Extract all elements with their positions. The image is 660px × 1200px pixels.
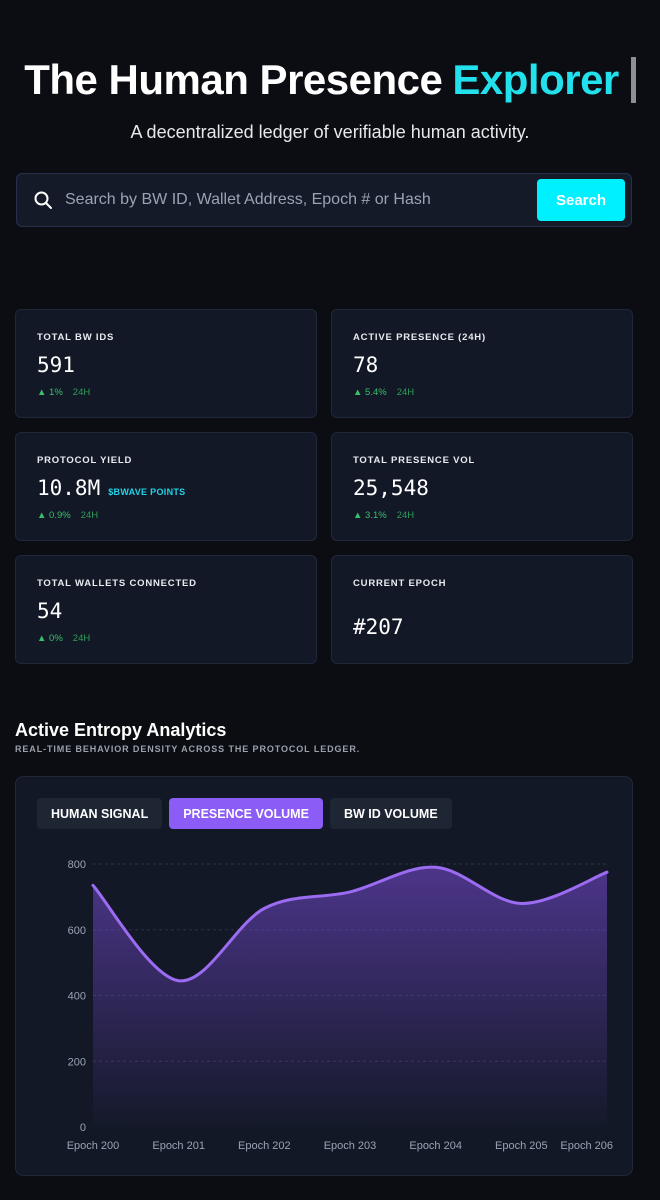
chart-tabs: HUMAN SIGNAL PRESENCE VOLUME BW ID VOLUM… (37, 798, 452, 829)
stat-number: 591 (37, 353, 75, 377)
analytics-title: Active Entropy Analytics (15, 720, 227, 740)
stat-card-active-presence: ACTIVE PRESENCE (24H) 78 ▲ 5.4% 24H (331, 309, 633, 418)
stat-card-total-wallets: TOTAL WALLETS CONNECTED 54 ▲ 0% 24H (15, 555, 317, 664)
search-icon (34, 191, 52, 209)
x-tick-label: Epoch 201 (152, 1140, 205, 1152)
stat-number: 54 (37, 599, 63, 623)
presence-volume-chart: 0 200 400 600 800 Epoch 200 Epoch 201 Epoch 202… (67, 859, 613, 1152)
stat-number: 10.8M (37, 476, 101, 500)
x-tick-label: Epoch 203 (324, 1140, 377, 1152)
search-button[interactable]: Search (537, 179, 625, 221)
x-tick-label: Epoch 205 (495, 1140, 548, 1152)
delta-period: 24H (72, 633, 91, 644)
stat-delta: ▲ 3.1% 24H (353, 510, 612, 521)
stat-delta: ▲ 0% 24H (37, 633, 296, 644)
stat-number: 25,548 (353, 476, 429, 500)
stat-label: PROTOCOL YIELD (37, 455, 133, 466)
text-cursor (630, 57, 636, 103)
delta-period: 24H (72, 387, 91, 398)
page-subtitle: A decentralized ledger of verifiable hum… (130, 122, 530, 142)
search-input[interactable] (65, 191, 537, 209)
tab-bw-id-volume[interactable]: BW ID VOLUME (329, 798, 452, 829)
y-tick-label: 600 (68, 925, 86, 937)
series-area-fill (93, 867, 607, 1127)
stat-label: TOTAL BW IDS (37, 332, 115, 343)
stat-value: 78 (353, 353, 612, 377)
tab-human-signal[interactable]: HUMAN SIGNAL (37, 798, 163, 829)
delta-period: 24H (396, 387, 415, 398)
stat-delta: ▲ 5.4% 24H (353, 387, 612, 398)
y-tick-label: 400 (68, 991, 86, 1003)
delta-value: ▲ 5.4% (353, 387, 387, 398)
stat-number: 78 (353, 353, 379, 377)
stat-card-current-epoch: CURRENT EPOCH #207 (331, 555, 633, 664)
search-bar: Search (16, 173, 632, 227)
stat-number: #207 (353, 615, 404, 639)
stat-value: #207 (353, 615, 612, 639)
stat-card-total-bw-ids: TOTAL BW IDS 591 ▲ 1% 24H (15, 309, 317, 418)
delta-value: ▲ 0.9% (37, 510, 71, 521)
x-tick-label: Epoch 204 (409, 1140, 462, 1152)
tab-presence-volume[interactable]: PRESENCE VOLUME (169, 798, 323, 829)
delta-period: 24H (396, 510, 415, 521)
y-tick-label: 0 (80, 1122, 86, 1134)
delta-period: 24H (80, 510, 99, 521)
title-main: The Human Presence (24, 56, 443, 103)
stat-delta: ▲ 0.9% 24H (37, 510, 296, 521)
title-accent: Explorer (452, 56, 619, 103)
hero: The Human Presence Explorer A decentrali… (0, 0, 660, 143)
stat-value: 54 (37, 599, 296, 623)
stat-card-total-presence-vol: TOTAL PRESENCE VOL 25,548 ▲ 3.1% 24H (331, 432, 633, 541)
series-line (91, 865, 609, 983)
stat-label: CURRENT EPOCH (353, 578, 447, 589)
chart-area-layer (91, 865, 609, 1127)
stat-unit: $BWAVE POINTS (108, 487, 186, 497)
stat-label: TOTAL PRESENCE VOL (353, 455, 476, 466)
y-tick-label: 800 (68, 859, 86, 871)
stat-label: ACTIVE PRESENCE (24H) (353, 332, 486, 343)
x-tick-label: Epoch 202 (238, 1140, 291, 1152)
stat-value: 25,548 (353, 476, 612, 500)
stat-delta: ▲ 1% 24H (37, 387, 296, 398)
delta-value: ▲ 1% (37, 387, 63, 398)
stat-card-protocol-yield: PROTOCOL YIELD 10.8M $BWAVE POINTS ▲ 0.9%… (15, 432, 317, 541)
y-tick-label: 200 (68, 1056, 86, 1068)
stat-value: 10.8M $BWAVE POINTS (37, 476, 296, 500)
x-tick-label: Epoch 206 (560, 1140, 613, 1152)
page-title: The Human Presence Explorer (24, 56, 636, 104)
stats-grid: TOTAL BW IDS 591 ▲ 1% 24H ACTIVE PRESENCE… (15, 309, 633, 664)
stat-value: 591 (37, 353, 296, 377)
x-tick-label: Epoch 200 (67, 1140, 120, 1152)
analytics-subtitle: REAL-TIME BEHAVIOR DENSITY ACROSS THE PR… (15, 744, 361, 754)
chart-ticks: 0 200 400 600 800 Epoch 200 Epoch 201 Epoch 202… (67, 859, 613, 1152)
delta-value: ▲ 0% (37, 633, 63, 644)
stat-label: TOTAL WALLETS CONNECTED (37, 578, 197, 589)
chart-panel: 0 200 400 600 800 Epoch 200 Epoch 201 Epoch 202… (15, 776, 633, 1176)
delta-value: ▲ 3.1% (353, 510, 387, 521)
